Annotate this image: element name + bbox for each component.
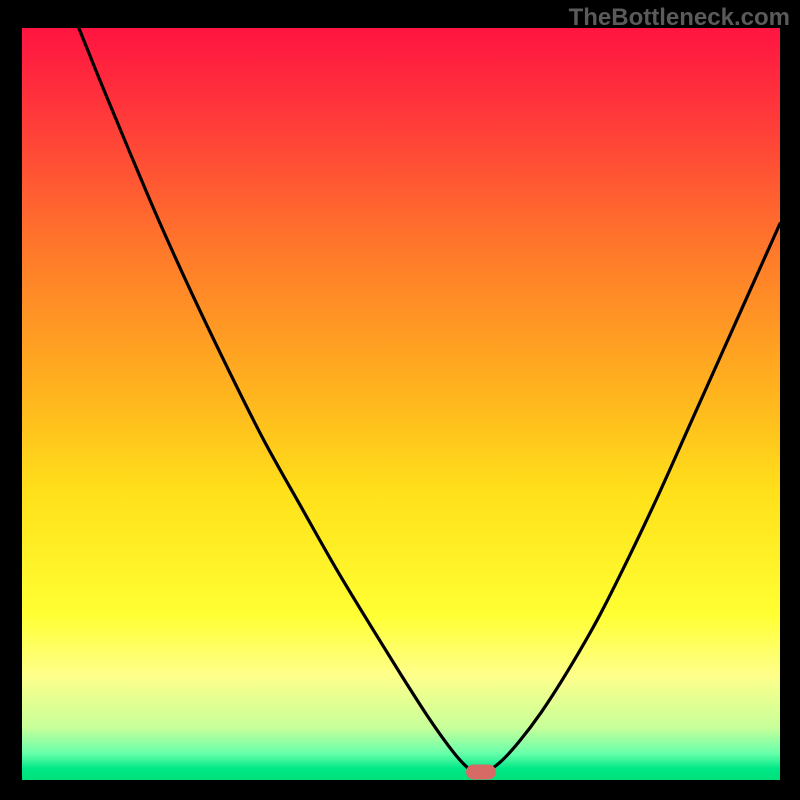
watermark-text: TheBottleneck.com <box>569 4 790 32</box>
chart-container: TheBottleneck.com <box>0 0 800 800</box>
curve-path <box>79 28 780 774</box>
plot-area <box>22 28 780 780</box>
optimal-marker <box>466 765 496 780</box>
bottleneck-curve <box>22 28 780 780</box>
